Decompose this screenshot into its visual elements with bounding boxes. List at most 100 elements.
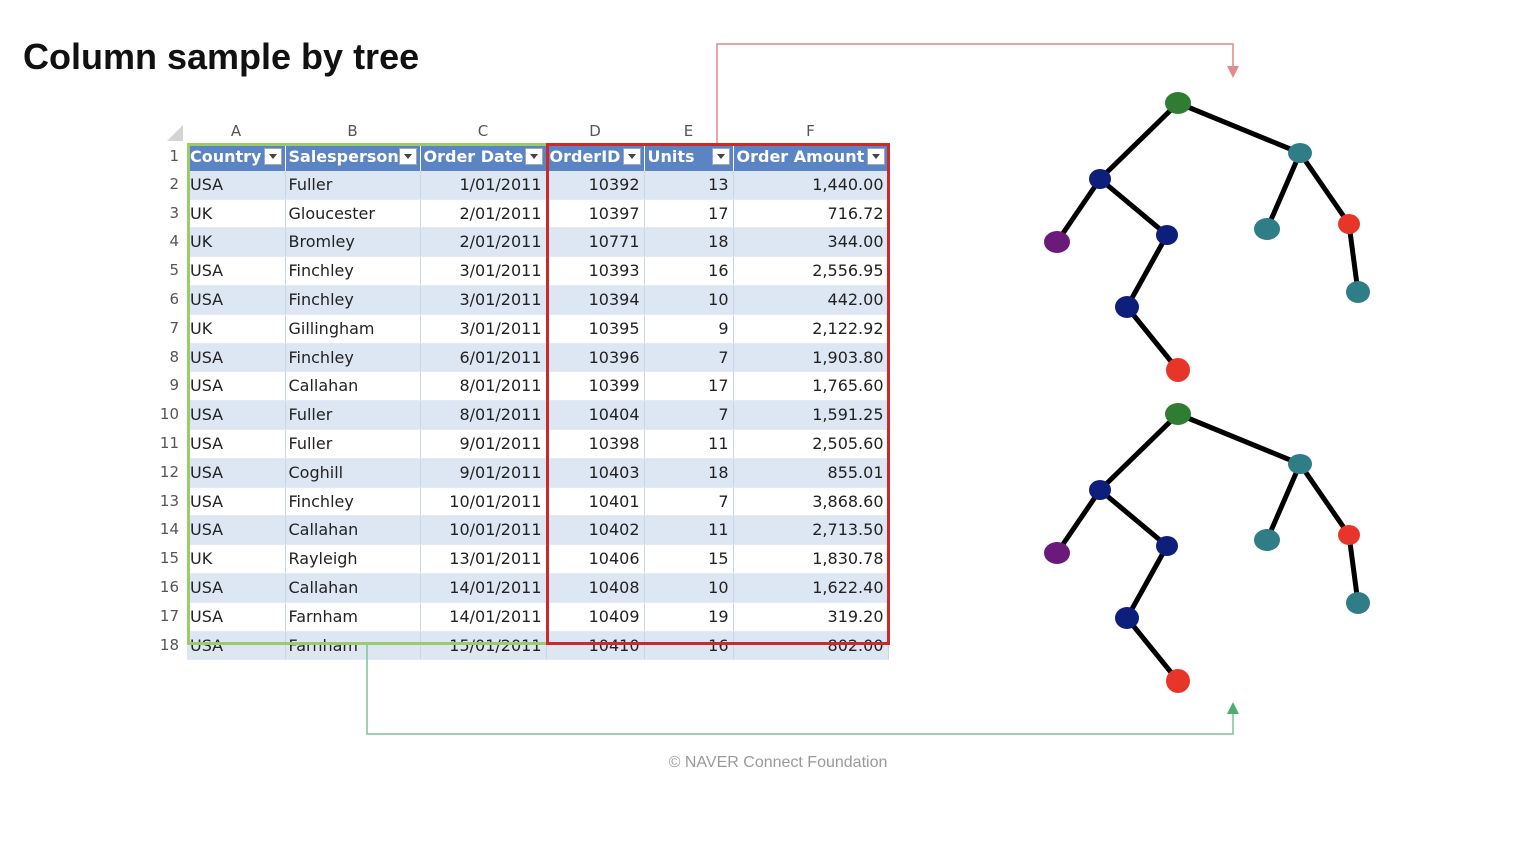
row-number[interactable]: 15 [155,544,187,574]
cell-order-date[interactable]: 1/01/2011 [420,170,547,200]
cell-country[interactable]: UK [187,227,286,258]
cell-units[interactable]: 16 [644,631,734,661]
cell-order-id[interactable]: 10403 [546,458,645,488]
cell-order-amount[interactable]: 2,713.50 [733,515,889,546]
row-number[interactable]: 1 [155,143,187,171]
column-letter-e[interactable]: E [644,119,733,143]
filter-dropdown-icon[interactable] [398,148,417,165]
cell-order-amount[interactable]: 2,556.95 [733,256,889,286]
cell-order-date[interactable]: 10/01/2011 [420,515,547,546]
cell-country[interactable]: UK [187,199,286,229]
cell-order-id[interactable]: 10392 [546,170,645,200]
cell-salesperson[interactable]: Fuller [285,400,421,430]
cell-order-amount[interactable]: 716.72 [733,199,889,229]
cell-order-amount[interactable]: 319.20 [733,602,889,632]
cell-units[interactable]: 7 [644,343,734,373]
cell-order-amount[interactable]: 1,903.80 [733,343,889,373]
cell-salesperson[interactable]: Fuller [285,429,421,459]
cell-salesperson[interactable]: Callahan [285,371,421,402]
cell-salesperson[interactable]: Farnham [285,602,421,632]
row-number[interactable]: 11 [155,429,187,459]
cell-units[interactable]: 7 [644,487,734,517]
column-letter-d[interactable]: D [546,119,644,143]
cell-units[interactable]: 17 [644,199,734,229]
cell-units[interactable]: 10 [644,573,734,603]
filter-dropdown-icon[interactable] [524,148,543,165]
column-letter-a[interactable]: A [187,119,285,143]
cell-units[interactable]: 16 [644,256,734,286]
cell-order-amount[interactable]: 1,765.60 [733,371,889,402]
cell-order-id[interactable]: 10410 [546,631,645,661]
cell-salesperson[interactable]: Callahan [285,515,421,546]
cell-salesperson[interactable]: Rayleigh [285,544,421,574]
cell-units[interactable]: 17 [644,371,734,402]
cell-order-id[interactable]: 10398 [546,429,645,459]
cell-country[interactable]: USA [187,631,286,661]
filter-dropdown-icon[interactable] [866,148,885,165]
cell-order-amount[interactable]: 802.00 [733,631,889,661]
cell-order-id[interactable]: 10401 [546,487,645,517]
cell-order-date[interactable]: 14/01/2011 [420,602,547,632]
cell-units[interactable]: 19 [644,602,734,632]
cell-order-id[interactable]: 10404 [546,400,645,430]
cell-units[interactable]: 13 [644,170,734,200]
cell-order-id[interactable]: 10395 [546,314,645,344]
cell-order-date[interactable]: 8/01/2011 [420,400,547,430]
cell-salesperson[interactable]: Finchley [285,343,421,373]
cell-order-id[interactable]: 10408 [546,573,645,603]
cell-country[interactable]: USA [187,573,286,603]
cell-units[interactable]: 11 [644,515,734,546]
cell-order-amount[interactable]: 855.01 [733,458,889,488]
cell-country[interactable]: USA [187,285,286,315]
select-all-corner[interactable] [155,119,187,143]
row-number[interactable]: 12 [155,458,187,488]
cell-order-date[interactable]: 3/01/2011 [420,256,547,286]
row-number[interactable]: 10 [155,400,187,430]
cell-salesperson[interactable]: Coghill [285,458,421,488]
row-number[interactable]: 8 [155,343,187,372]
cell-units[interactable]: 15 [644,544,734,574]
cell-order-amount[interactable]: 2,122.92 [733,314,889,344]
cell-country[interactable]: USA [187,487,286,517]
cell-order-amount[interactable]: 1,622.40 [733,573,889,603]
cell-country[interactable]: USA [187,429,286,459]
column-letter-b[interactable]: B [285,119,420,143]
cell-order-id[interactable]: 10394 [546,285,645,315]
cell-units[interactable]: 7 [644,400,734,430]
row-number[interactable]: 2 [155,170,187,200]
cell-salesperson[interactable]: Gillingham [285,314,421,344]
cell-units[interactable]: 9 [644,314,734,344]
cell-country[interactable]: UK [187,314,286,344]
cell-order-date[interactable]: 3/01/2011 [420,285,547,315]
cell-order-date[interactable]: 13/01/2011 [420,544,547,574]
cell-order-date[interactable]: 9/01/2011 [420,429,547,459]
cell-country[interactable]: USA [187,515,286,546]
cell-order-id[interactable]: 10399 [546,371,645,402]
filter-dropdown-icon[interactable] [622,148,641,165]
column-letter-c[interactable]: C [420,119,546,143]
filter-dropdown-icon[interactable] [263,148,282,165]
cell-units[interactable]: 10 [644,285,734,315]
cell-order-amount[interactable]: 1,440.00 [733,170,889,200]
cell-salesperson[interactable]: Farnham [285,631,421,661]
row-number[interactable]: 14 [155,515,187,545]
row-number[interactable]: 17 [155,602,187,632]
cell-order-id[interactable]: 10409 [546,602,645,632]
row-number[interactable]: 16 [155,573,187,603]
cell-country[interactable]: USA [187,170,286,200]
cell-order-date[interactable]: 14/01/2011 [420,573,547,603]
row-number[interactable]: 13 [155,487,187,516]
cell-order-id[interactable]: 10397 [546,199,645,229]
column-letter-f[interactable]: F [733,119,888,143]
cell-order-amount[interactable]: 442.00 [733,285,889,315]
row-number[interactable]: 7 [155,314,187,344]
cell-order-date[interactable]: 6/01/2011 [420,343,547,373]
cell-order-id[interactable]: 10396 [546,343,645,373]
cell-salesperson[interactable]: Finchley [285,256,421,286]
cell-order-id[interactable]: 10406 [546,544,645,574]
cell-country[interactable]: USA [187,256,286,286]
cell-salesperson[interactable]: Bromley [285,227,421,258]
cell-salesperson[interactable]: Fuller [285,170,421,200]
cell-order-date[interactable]: 10/01/2011 [420,487,547,517]
cell-country[interactable]: USA [187,602,286,632]
